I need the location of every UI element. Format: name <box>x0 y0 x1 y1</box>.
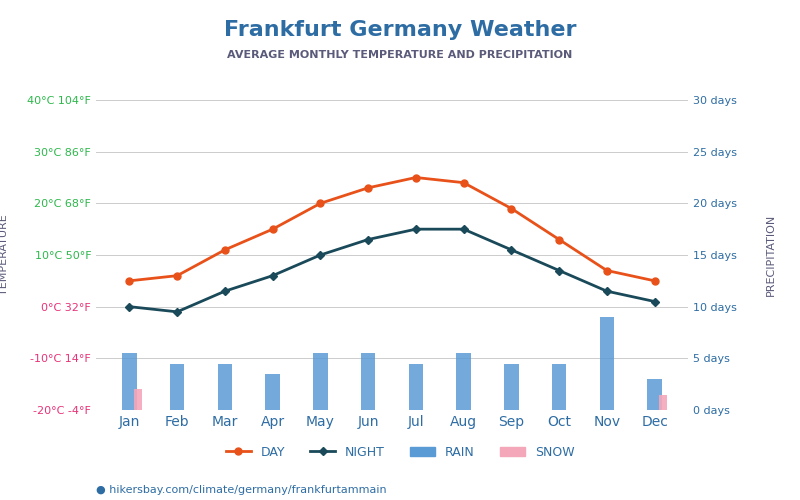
Bar <box>314 353 327 410</box>
Text: TEMPERATURE: TEMPERATURE <box>0 214 10 296</box>
Text: Frankfurt Germany Weather: Frankfurt Germany Weather <box>224 20 576 40</box>
Text: ● hikersbay.com/climate/germany/frankfurtammain: ● hikersbay.com/climate/germany/frankfur… <box>96 485 386 495</box>
Text: AVERAGE MONTHLY TEMPERATURE AND PRECIPITATION: AVERAGE MONTHLY TEMPERATURE AND PRECIPIT… <box>227 50 573 60</box>
Bar <box>552 364 566 410</box>
Bar <box>659 394 667 410</box>
Bar <box>122 353 137 410</box>
Bar <box>170 364 184 410</box>
Bar <box>134 390 142 410</box>
Bar <box>647 379 662 410</box>
Bar <box>218 364 232 410</box>
Text: PRECIPITATION: PRECIPITATION <box>766 214 776 296</box>
Bar <box>266 374 280 410</box>
Legend: DAY, NIGHT, RAIN, SNOW: DAY, NIGHT, RAIN, SNOW <box>221 441 579 464</box>
Bar <box>457 353 470 410</box>
Bar <box>361 353 375 410</box>
Bar <box>504 364 518 410</box>
Bar <box>409 364 423 410</box>
Bar <box>600 317 614 410</box>
